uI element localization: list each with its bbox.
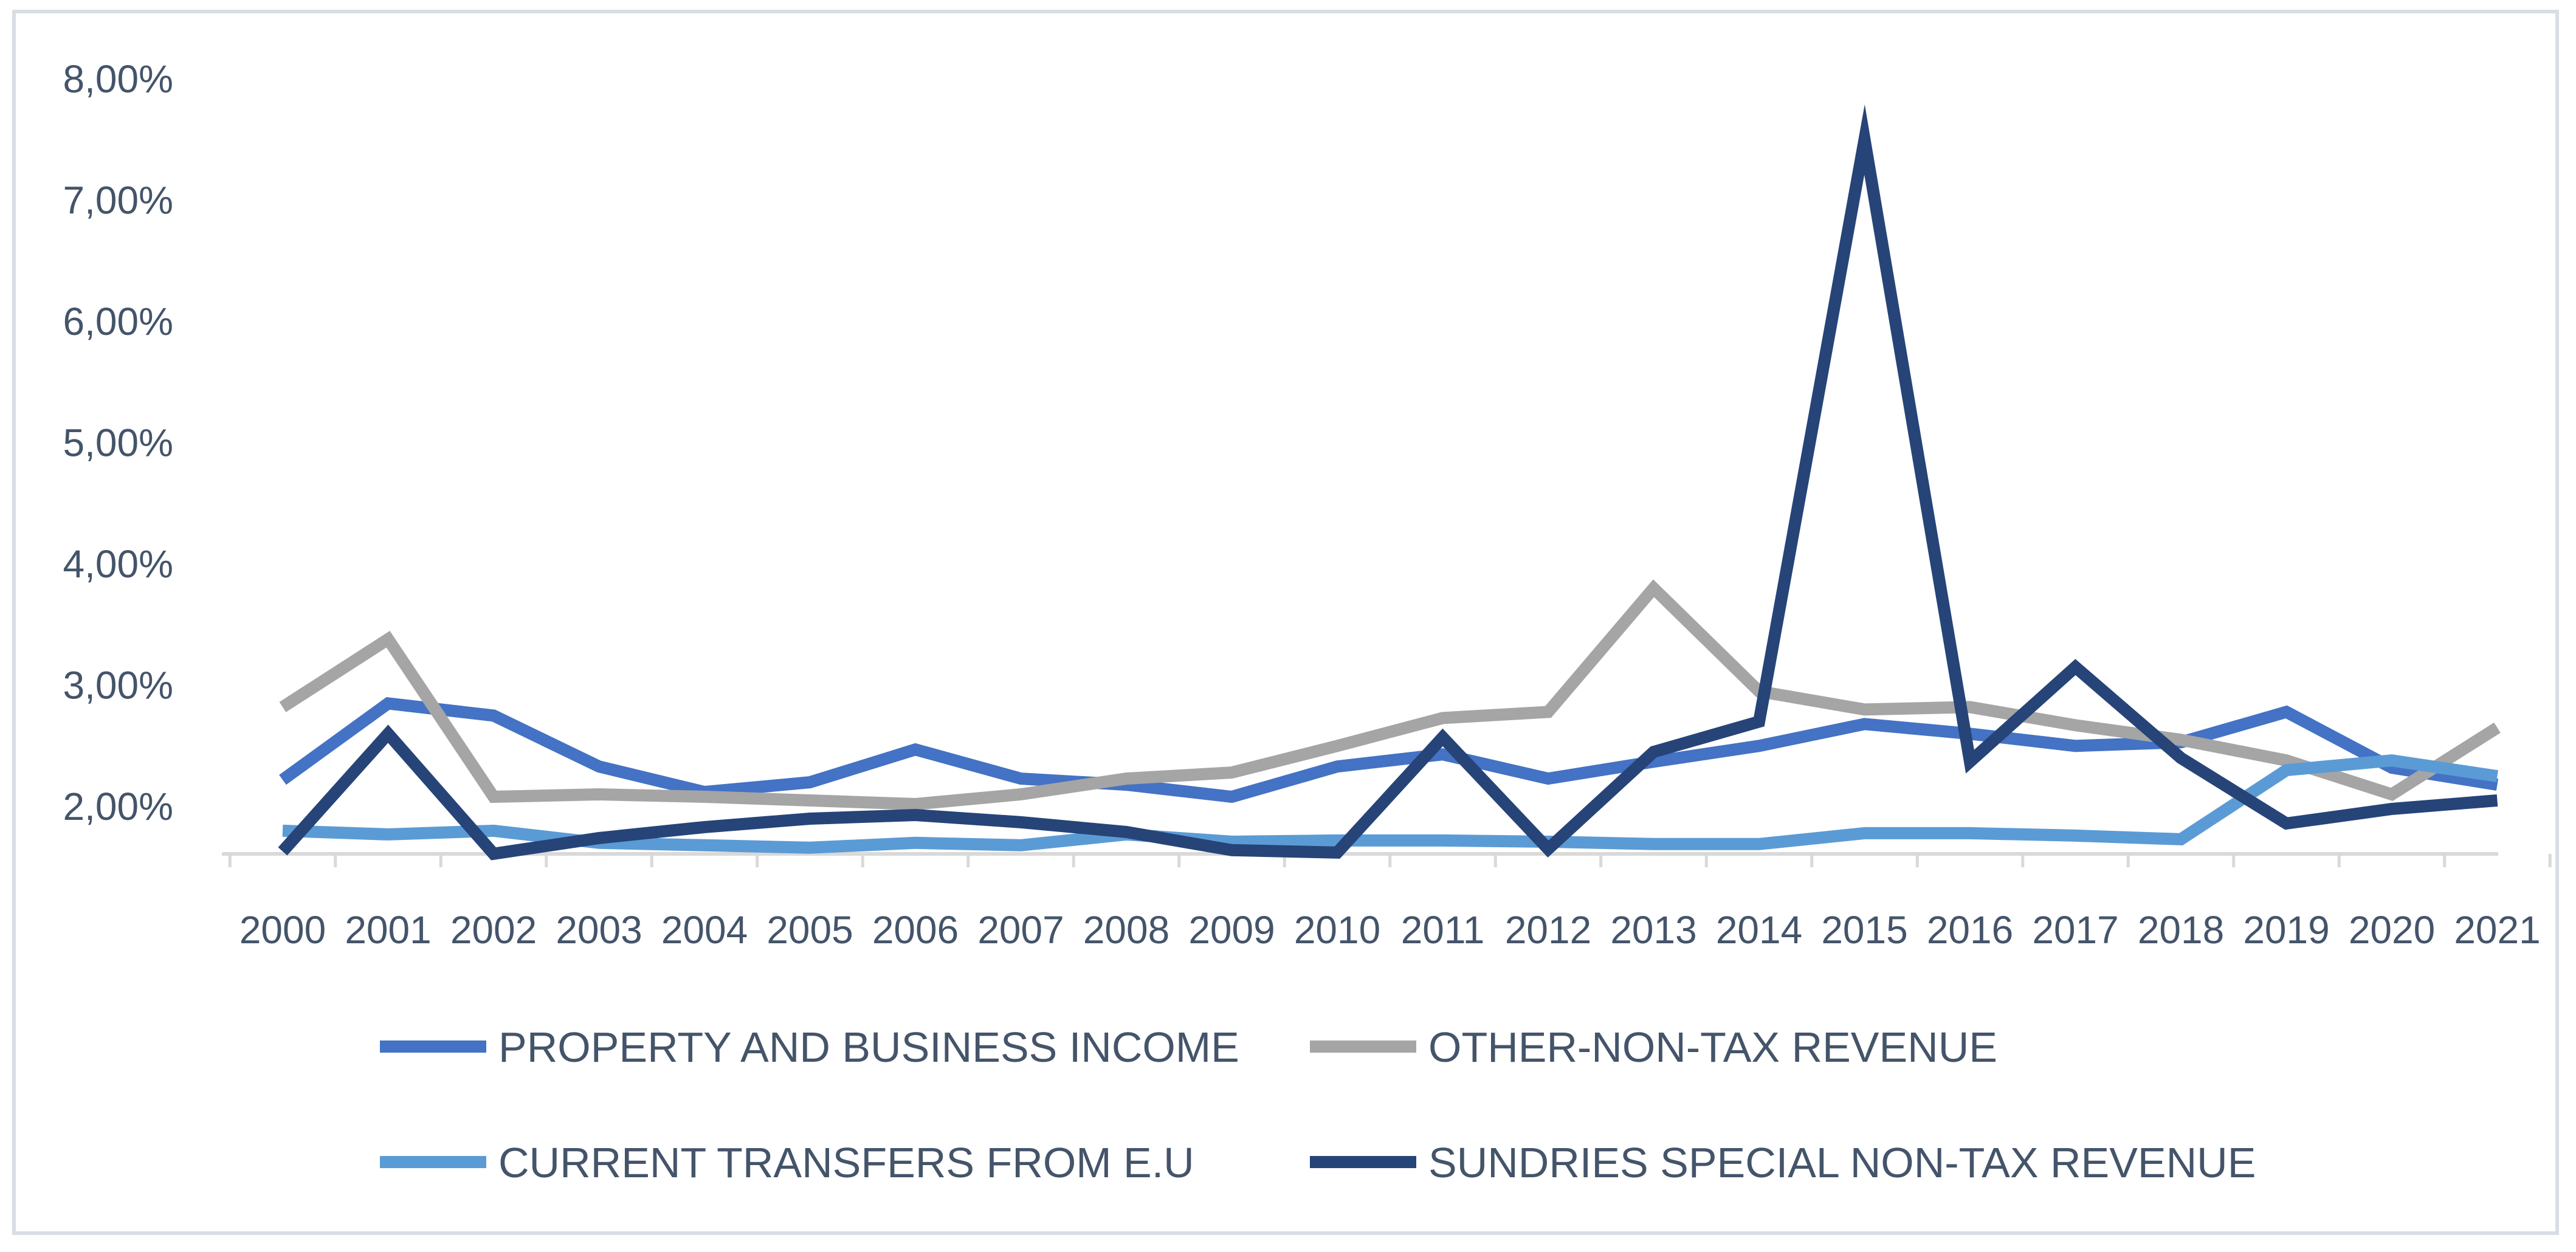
y-axis-ticks: 2,00% 3,00% 4,00% 5,00% 6,00% 7,00% 8,00% (63, 57, 173, 828)
x-tick-label: 2013 (1610, 908, 1696, 952)
x-tick-label: 2018 (2138, 908, 2224, 952)
legend-label-2: CURRENT TRANSFERS FROM E.U (498, 1139, 1194, 1186)
x-tick-label: 2000 (239, 908, 326, 952)
x-tick-label: 2020 (2349, 908, 2435, 952)
x-tick-label: 2004 (661, 908, 748, 952)
x-tick-label: 2001 (345, 908, 431, 952)
x-tick-label: 2015 (1821, 908, 1907, 952)
y-tick-label: 2,00% (63, 785, 173, 828)
legend-label-3: SUNDRIES SPECIAL NON-TAX REVENUE (1428, 1139, 2256, 1186)
y-tick-label: 5,00% (63, 421, 173, 465)
series-lines (278, 104, 2501, 861)
x-tick-label: 2006 (872, 908, 959, 952)
x-tick-label: 2005 (766, 908, 853, 952)
x-tick-label: 2011 (1401, 908, 1485, 952)
x-tick-label: 2014 (1716, 908, 1802, 952)
x-tick-label: 2003 (556, 908, 642, 952)
x-tick-label: 2021 (2454, 908, 2540, 952)
x-tick-label: 2009 (1188, 908, 1275, 952)
y-tick-label: 4,00% (63, 542, 173, 586)
x-tick-label: 2010 (1294, 908, 1380, 952)
legend-label-1: OTHER-NON-TAX REVENUE (1428, 1023, 1997, 1071)
y-tick-label: 3,00% (63, 664, 173, 707)
y-tick-label: 7,00% (63, 179, 173, 222)
x-tick-label: 2017 (2032, 908, 2118, 952)
x-tick-label: 2016 (1927, 908, 2013, 952)
series-line-3 (278, 104, 2498, 861)
chart-frame (12, 10, 2559, 1235)
y-tick-label: 6,00% (63, 300, 173, 343)
x-tick-label: 2002 (450, 908, 537, 952)
legend: PROPERTY AND BUSINESS INCOME OTHER-NON-TA… (380, 1023, 2256, 1186)
series-line-1 (279, 579, 2501, 811)
series-line-2 (282, 754, 2498, 854)
y-tick-label: 8,00% (63, 57, 173, 101)
legend-label-0: PROPERTY AND BUSINESS INCOME (498, 1023, 1239, 1071)
x-tick-label: 2012 (1505, 908, 1591, 952)
series-line-0 (279, 697, 2499, 803)
x-tick-label: 2019 (2243, 908, 2329, 952)
x-tick-label: 2008 (1083, 908, 1169, 952)
x-axis: 2000 2001 2002 2003 2004 2005 2006 2007 2008 2009… (222, 852, 2552, 952)
x-tick-label: 2007 (977, 908, 1064, 952)
